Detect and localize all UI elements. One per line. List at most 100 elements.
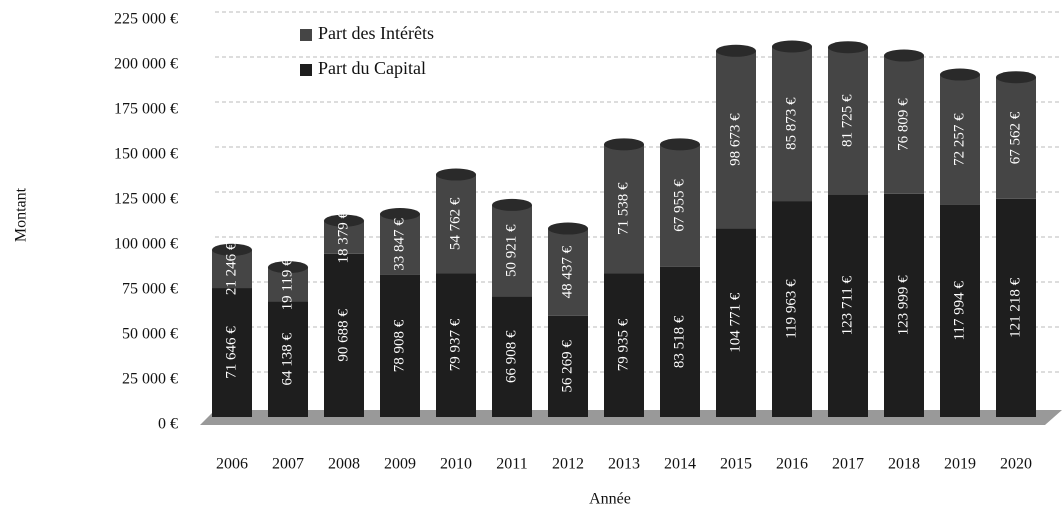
x-tick-label: 2009 (384, 456, 416, 473)
y-tick-label: 75 000 € (122, 281, 178, 298)
bar-segment (492, 204, 532, 297)
legend-label: Part des Intérêts (318, 23, 434, 43)
legend-swatch (300, 29, 312, 41)
value-label: 33 847 € (391, 218, 407, 271)
y-tick-label: 150 000 € (114, 146, 178, 163)
bar-segment (212, 288, 252, 417)
bar-segment (380, 274, 420, 417)
x-tick-label: 2012 (552, 456, 584, 473)
x-tick-label: 2017 (832, 456, 864, 473)
value-label: 78 908 € (391, 319, 407, 372)
value-label: 18 379 € (335, 210, 351, 263)
bar-segment (212, 249, 252, 289)
x-tick-label: 2008 (328, 456, 360, 473)
value-label: 67 955 € (671, 179, 687, 232)
x-axis-label: Année (589, 491, 631, 508)
value-label: 54 762 € (447, 197, 463, 250)
bar-segment (884, 193, 924, 417)
value-label: 79 937 € (447, 318, 463, 371)
bar-top (996, 71, 1036, 84)
bar-segment (604, 273, 644, 417)
value-label: 79 935 € (615, 318, 631, 371)
bar-segment (324, 253, 364, 417)
y-tick-label: 25 000 € (122, 371, 178, 388)
bar-segment (996, 198, 1036, 417)
x-tick-label: 2010 (440, 456, 472, 473)
legend-label: Part du Capital (318, 58, 426, 78)
x-tick-label: 2011 (496, 456, 527, 473)
y-tick-label: 225 000 € (114, 11, 178, 28)
bar-top (380, 208, 420, 221)
value-label: 67 562 € (1007, 111, 1023, 164)
bar-segment (716, 50, 756, 229)
bar-top (212, 243, 252, 256)
bar-top (940, 68, 980, 81)
bar-segment (884, 55, 924, 194)
value-label: 76 809 € (895, 98, 911, 151)
y-tick-label: 100 000 € (114, 236, 178, 253)
bar-top (324, 214, 364, 227)
bar-top (716, 44, 756, 57)
y-axis-label: Montant (13, 187, 30, 242)
value-label: 85 873 € (783, 97, 799, 150)
bar-top (436, 168, 476, 181)
bar-segment (548, 228, 588, 316)
value-label: 90 688 € (335, 309, 351, 362)
value-label: 121 218 € (1007, 277, 1023, 338)
x-tick-label: 2018 (888, 456, 920, 473)
value-label: 56 269 € (559, 340, 575, 393)
value-label: 48 437 € (559, 245, 575, 298)
y-tick-label: 125 000 € (114, 191, 178, 208)
value-label: 123 999 € (895, 275, 911, 336)
bar-segment (604, 144, 644, 274)
x-tick-label: 2015 (720, 456, 752, 473)
value-label: 21 246 € (223, 242, 239, 295)
value-label: 72 257 € (951, 113, 967, 166)
value-label: 123 711 € (839, 275, 855, 335)
bar-top (660, 138, 700, 151)
bar-segment (436, 174, 476, 274)
bar-top (884, 49, 924, 62)
bar-segment (660, 266, 700, 417)
bar-segment (548, 315, 588, 417)
x-tick-label: 2020 (1000, 456, 1032, 473)
value-label: 71 538 € (615, 182, 631, 235)
value-label: 19 119 € (279, 258, 295, 310)
x-tick-label: 2013 (608, 456, 640, 473)
bar-top (548, 222, 588, 235)
y-tick-label: 200 000 € (114, 56, 178, 73)
value-label: 81 725 € (839, 94, 855, 147)
bar-segment (828, 47, 868, 195)
x-tick-label: 2014 (664, 456, 696, 473)
value-label: 50 921 € (503, 224, 519, 277)
bar-segment (772, 201, 812, 417)
bar-top (604, 138, 644, 151)
bar-segment (940, 204, 980, 417)
value-label: 119 963 € (783, 279, 799, 339)
bar-top (492, 198, 532, 211)
value-label: 66 908 € (503, 330, 519, 383)
x-tick-label: 2016 (776, 456, 808, 473)
value-label: 83 518 € (671, 315, 687, 368)
bar-top (268, 261, 308, 274)
bar-segment (716, 228, 756, 417)
x-tick-label: 2006 (216, 456, 248, 473)
bar-segment (268, 301, 308, 417)
bar-top (772, 40, 812, 53)
bar-top (828, 41, 868, 54)
y-tick-label: 0 € (158, 416, 178, 433)
value-label: 71 646 € (223, 326, 239, 379)
y-tick-label: 50 000 € (122, 326, 178, 343)
bar-segment (660, 144, 700, 267)
x-tick-label: 2007 (272, 456, 304, 473)
bar-segment (996, 77, 1036, 199)
legend-swatch (300, 64, 312, 76)
bar-segment (380, 214, 420, 275)
bar-segment (772, 46, 812, 202)
y-tick-label: 175 000 € (114, 101, 178, 118)
value-label: 64 138 € (279, 333, 295, 386)
x-tick-label: 2019 (944, 456, 976, 473)
bar-segment (940, 74, 980, 205)
bar-segment (492, 296, 532, 417)
